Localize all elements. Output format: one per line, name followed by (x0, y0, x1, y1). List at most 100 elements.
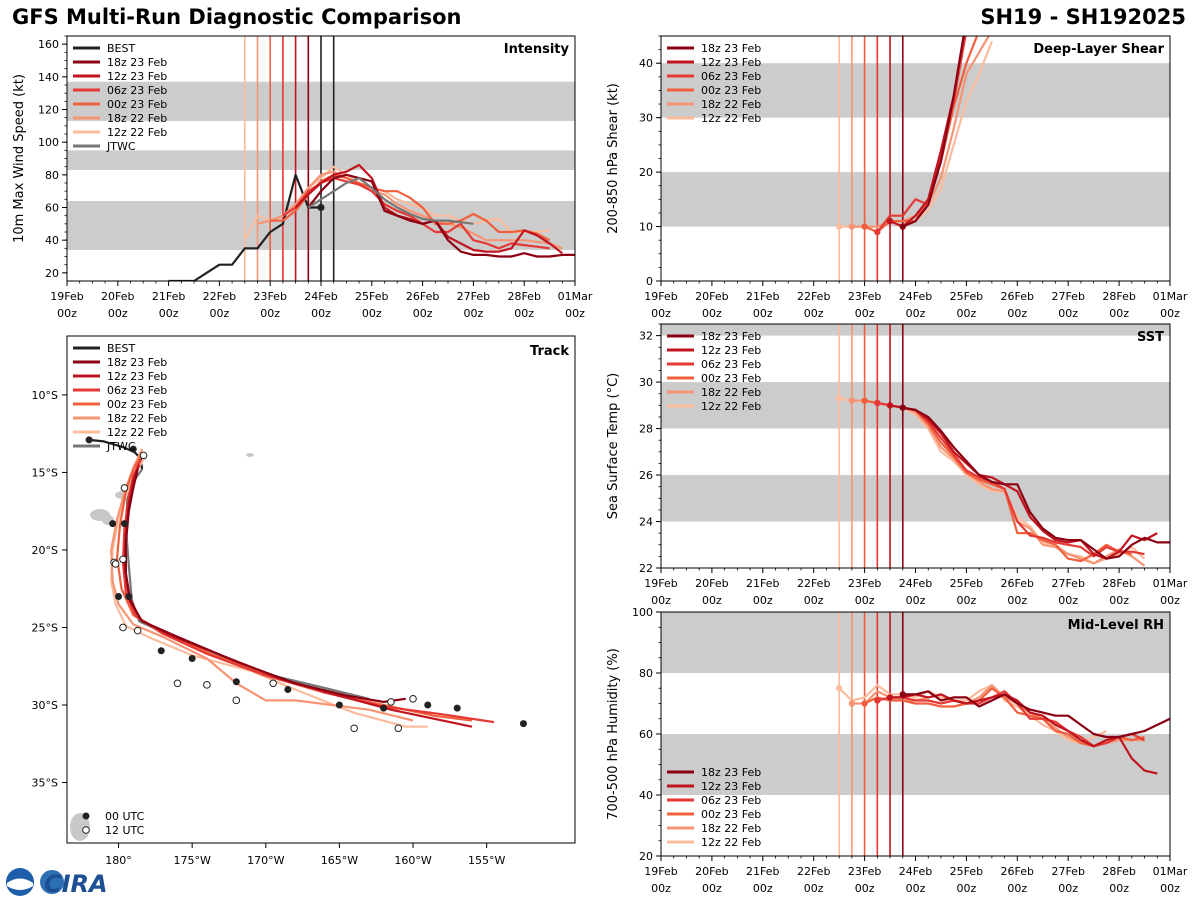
track-marker-00utc (125, 592, 133, 600)
track-legend-label: 18z 23 Feb (107, 356, 167, 369)
sst-xtick-hour: 00z (651, 594, 671, 607)
track-marker-12utc (409, 695, 417, 703)
shear-start-point (886, 217, 894, 225)
shear-xtick-day: 19Feb (644, 290, 677, 303)
intensity-xtick-day: 22Feb (203, 290, 236, 303)
track-ytick-label: 30°S (32, 699, 58, 712)
intensity-legend-label: 00z 23 Feb (107, 98, 167, 111)
land-island (246, 453, 254, 457)
sst-ytick-label: 26 (639, 469, 653, 482)
rh-xtick-hour: 00z (855, 882, 875, 895)
intensity-xtick-hour: 00z (210, 307, 230, 320)
intensity-xtick-hour: 00z (159, 307, 179, 320)
intensity-xtick-hour: 00z (57, 307, 77, 320)
shear-legend-label: 18z 23 Feb (701, 42, 761, 55)
rh-xtick-hour: 00z (804, 882, 824, 895)
sst-xtick-day: 27Feb (1051, 577, 1084, 590)
shear-start-point (899, 223, 906, 230)
track-xtick-label: 180° (105, 854, 132, 867)
sst-legend-label: 00z 23 Feb (701, 372, 761, 385)
intensity-xtick-day: 25Feb (355, 290, 388, 303)
track-marker-12utc (133, 626, 142, 635)
rh-ytick-label: 60 (639, 728, 653, 741)
track-series-12z-22-feb (110, 456, 428, 728)
rh-legend-label: 18z 23 Feb (701, 766, 761, 779)
sst-legend-label: 18z 22 Feb (701, 386, 761, 399)
rh-start-point (861, 700, 868, 707)
rh-xtick-day: 24Feb (899, 865, 932, 878)
intensity-legend-label: BEST (107, 42, 135, 55)
rh-legend-label: 12z 22 Feb (701, 836, 761, 849)
track-marker-00utc (380, 704, 388, 712)
intensity-xtick-day: 19Feb (50, 290, 83, 303)
track-marker-12utc (120, 484, 129, 492)
shear-xtick-day: 26Feb (1001, 290, 1034, 303)
rh-start-point (886, 694, 894, 701)
rh-xtick-hour: 00z (1007, 882, 1027, 895)
sst-xtick-day: 22Feb (797, 577, 830, 590)
intensity-series-18z-23-feb (307, 173, 575, 258)
rh-xtick-day: 23Feb (848, 865, 881, 878)
intensity-ytick-label: 80 (45, 169, 59, 182)
sst-ylabel: Sea Surface Temp (°C) (606, 373, 621, 520)
shear-band-1 (661, 63, 1170, 118)
rh-xtick-hour: 00z (651, 882, 671, 895)
shear-xtick-hour: 00z (1109, 307, 1129, 320)
rh-xtick-hour: 00z (1058, 882, 1078, 895)
shear-xtick-day: 28Feb (1102, 290, 1135, 303)
intensity-xtick-day: 21Feb (152, 290, 185, 303)
sst-start-point (861, 397, 868, 404)
sst-band-2 (661, 324, 1170, 336)
intensity-legend-label: 18z 22 Feb (107, 112, 167, 125)
shear-start-point (874, 228, 881, 236)
intensity-xtick-day: 20Feb (101, 290, 134, 303)
shear-xtick-hour: 00z (1007, 307, 1027, 320)
rh-xtick-hour: 00z (957, 882, 977, 895)
rh-xtick-day: 20Feb (695, 865, 728, 878)
intensity-series-best (168, 173, 321, 281)
rh-xtick-day: 27Feb (1051, 865, 1084, 878)
track-xtick-label: 170°W (247, 854, 284, 867)
rh-start-point (899, 691, 906, 698)
shear-panel: 0 10 20 30 40 19Feb 00z 20Feb 00z 21Feb 00z 22Feb 00… (606, 35, 1188, 320)
track-series-jtwc (124, 468, 370, 700)
track-ytick-label: 25°S (32, 621, 58, 634)
shear-legend-label: 12z 22 Feb (701, 112, 761, 125)
track-marker-00utc (188, 654, 196, 662)
sst-ytick-label: 30 (639, 376, 653, 389)
sst-xtick-hour: 00z (1058, 594, 1078, 607)
track-series-12z-23-feb (123, 464, 473, 728)
track-marker-12utc (232, 696, 241, 705)
intensity-xtick-day: 28Feb (507, 290, 540, 303)
sst-band-1 (661, 382, 1170, 429)
shear-start-point (861, 223, 868, 230)
shear-start-point (835, 223, 843, 230)
rh-legend-label: 12z 23 Feb (701, 780, 761, 793)
track-marker-12utc (119, 555, 127, 564)
intensity-best-latest-point (317, 204, 325, 211)
sst-series-12z-23-feb (889, 404, 1158, 560)
intensity-ytick-label: 100 (38, 136, 59, 149)
shear-xtick-hour: 00z (753, 307, 773, 320)
sst-ytick-label: 32 (639, 330, 653, 343)
track-legend-label: 12z 22 Feb (107, 426, 167, 439)
track-marker-00utc (109, 520, 117, 528)
intensity-panel-title: Intensity (504, 42, 570, 57)
shear-ytick-label: 30 (639, 112, 653, 125)
track-marker-00utc (115, 592, 123, 600)
sst-band-0 (661, 475, 1170, 522)
track-marker-00utc (284, 686, 292, 694)
shear-xtick-hour: 00z (651, 307, 671, 320)
shear-xtick-hour: 00z (804, 307, 824, 320)
track-marker-00utc (129, 445, 137, 453)
sst-xtick-day: 24Feb (899, 577, 932, 590)
intensity-xtick-hour: 00z (362, 307, 382, 320)
rh-xtick-day: 26Feb (1001, 865, 1034, 878)
sst-ytick-label: 24 (639, 516, 653, 529)
intensity-ytick-label: 160 (38, 38, 59, 51)
intensity-xtick-day: 24Feb (304, 290, 337, 303)
intensity-xtick-hour: 00z (565, 307, 585, 320)
shear-xtick-day: 23Feb (848, 290, 881, 303)
shear-xtick-hour: 00z (855, 307, 875, 320)
track-marker-00utc (85, 436, 93, 444)
